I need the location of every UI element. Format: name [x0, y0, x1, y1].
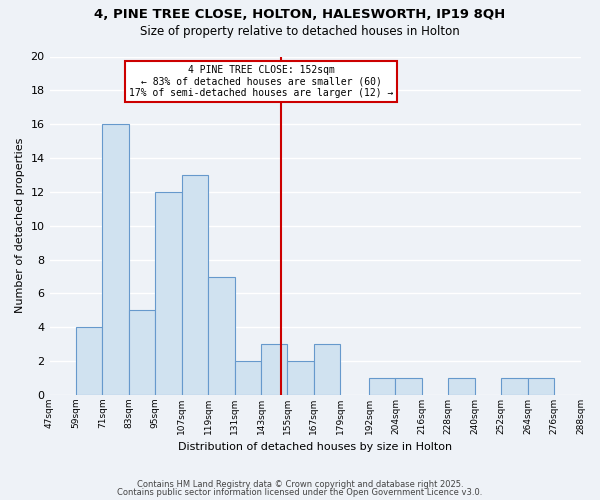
Bar	[235, 361, 261, 395]
Text: Contains public sector information licensed under the Open Government Licence v3: Contains public sector information licen…	[118, 488, 482, 497]
Bar	[395, 378, 422, 395]
Bar	[369, 378, 395, 395]
Y-axis label: Number of detached properties: Number of detached properties	[15, 138, 25, 314]
Bar	[501, 378, 527, 395]
Text: Contains HM Land Registry data © Crown copyright and database right 2025.: Contains HM Land Registry data © Crown c…	[137, 480, 463, 489]
Bar	[129, 310, 155, 395]
Text: Size of property relative to detached houses in Holton: Size of property relative to detached ho…	[140, 25, 460, 38]
Bar	[155, 192, 182, 395]
Bar	[103, 124, 129, 395]
Bar	[287, 361, 314, 395]
Text: 4, PINE TREE CLOSE, HOLTON, HALESWORTH, IP19 8QH: 4, PINE TREE CLOSE, HOLTON, HALESWORTH, …	[94, 8, 506, 20]
Bar	[448, 378, 475, 395]
Text: 4 PINE TREE CLOSE: 152sqm
← 83% of detached houses are smaller (60)
17% of semi-: 4 PINE TREE CLOSE: 152sqm ← 83% of detac…	[129, 65, 393, 98]
Bar	[261, 344, 287, 395]
Bar	[314, 344, 340, 395]
Bar	[182, 175, 208, 395]
Bar	[76, 328, 103, 395]
Bar	[527, 378, 554, 395]
Bar	[208, 276, 235, 395]
X-axis label: Distribution of detached houses by size in Holton: Distribution of detached houses by size …	[178, 442, 452, 452]
